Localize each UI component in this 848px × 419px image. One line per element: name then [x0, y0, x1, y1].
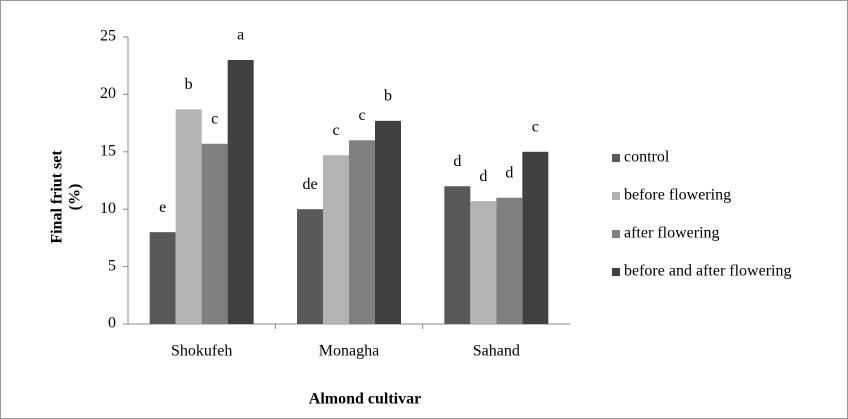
- legend-swatch: [612, 230, 620, 238]
- bar: [349, 140, 375, 324]
- x-label: Almond cultivar: [309, 391, 421, 408]
- x-tick-label: Shokufeh: [171, 343, 232, 360]
- legend-label: before and after flowering: [624, 263, 791, 280]
- legend-label: after flowering: [624, 225, 720, 242]
- y-tick-label: 5: [108, 257, 116, 274]
- legend-swatch: [612, 268, 620, 276]
- bar-letter: d: [453, 153, 461, 170]
- legend-label: before flowering: [624, 187, 731, 204]
- bar-letter: d: [505, 164, 513, 181]
- bar: [496, 197, 523, 324]
- legend-swatch: [612, 192, 620, 200]
- bar-letter: a: [237, 27, 244, 44]
- y-tick-label: 0: [108, 315, 116, 332]
- bar-letter: e: [159, 199, 166, 216]
- y-tick-label: 25: [100, 28, 116, 45]
- bar: [297, 209, 323, 324]
- bar: [375, 120, 401, 324]
- bar-letter: c: [332, 122, 339, 139]
- bar: [444, 186, 471, 324]
- bar: [227, 59, 254, 325]
- bar: [149, 232, 176, 324]
- bar-letter: d: [479, 168, 487, 185]
- y-label: Final friut set: [49, 150, 66, 244]
- bar-letter: c: [358, 107, 365, 124]
- legend-label: control: [624, 149, 670, 166]
- y-label: (%): [67, 184, 84, 211]
- bar-letter: b: [384, 87, 392, 104]
- y-tick-label: 15: [100, 142, 116, 159]
- x-tick-label: Monagha: [319, 343, 379, 360]
- bar-letter: b: [185, 76, 193, 93]
- bar-letter: c: [532, 118, 539, 135]
- bar: [470, 201, 497, 324]
- bar: [201, 143, 228, 324]
- bar: [323, 155, 349, 324]
- bar: [175, 109, 202, 324]
- bar-letter: de: [302, 176, 317, 193]
- bar-letter: c: [211, 110, 218, 127]
- bar: [522, 151, 549, 324]
- legend-swatch: [612, 154, 620, 162]
- y-tick-label: 10: [100, 200, 116, 217]
- x-tick-label: Sahand: [473, 343, 520, 360]
- y-tick-label: 20: [100, 85, 116, 102]
